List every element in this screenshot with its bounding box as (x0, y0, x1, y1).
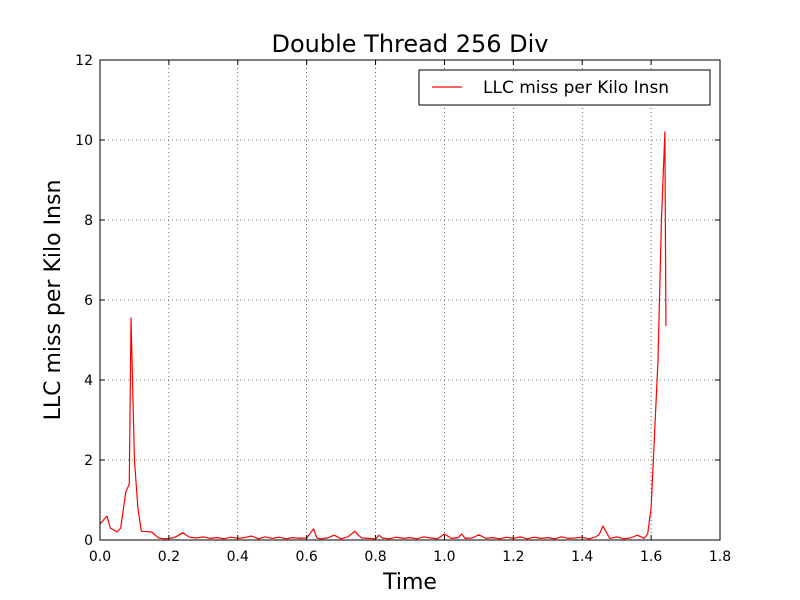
y-tick-label: 0 (84, 533, 93, 549)
chart-title: Double Thread 256 Div (271, 30, 548, 58)
x-tick-label: 0.6 (296, 549, 318, 565)
y-axis-label: LLC miss per Kilo Insn (41, 180, 66, 421)
y-tick-label: 2 (84, 453, 93, 469)
x-tick-label: 1.2 (502, 549, 524, 565)
tick-labels: 0.0 0.2 0.4 0.6 0.8 1.0 1.2 1.4 1.6 1.8 0 2 4 6 8 10 12 (75, 53, 731, 565)
y-tick-label: 6 (84, 293, 93, 309)
x-tick-label: 0.0 (89, 549, 111, 565)
grid (100, 60, 720, 540)
y-tick-label: 12 (75, 53, 93, 69)
legend-entry-label: LLC miss per Kilo Insn (483, 78, 669, 98)
plot-data (99, 131, 667, 540)
x-tick-label: 0.2 (158, 549, 180, 565)
x-tick-label: 1.8 (709, 549, 731, 565)
y-tick-label: 4 (84, 373, 93, 389)
x-tick-label: 1.0 (433, 549, 455, 565)
x-tick-label: 1.4 (571, 549, 593, 565)
x-tick-label: 0.4 (227, 549, 249, 565)
series-line-0 (99, 131, 667, 540)
y-tick-label: 10 (75, 133, 93, 149)
axis-ticks (99, 59, 721, 541)
x-tick-label: 0.8 (364, 549, 386, 565)
legend-box (418, 69, 711, 106)
x-tick-label: 1.6 (640, 549, 662, 565)
legend: LLC miss per Kilo Insn (418, 69, 711, 106)
x-axis-label: Time (382, 570, 437, 595)
y-tick-label: 8 (84, 213, 93, 229)
